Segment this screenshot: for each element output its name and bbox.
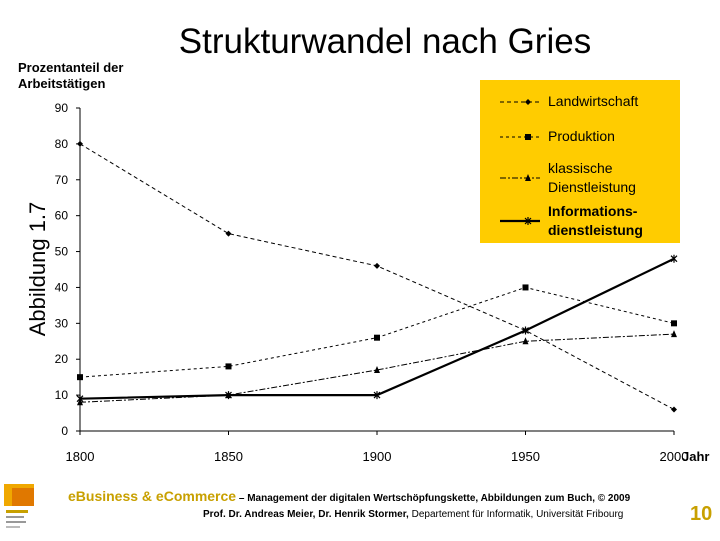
legend-label: klassische Dienstleistung: [548, 160, 636, 195]
x-tick-label: 2000: [660, 449, 689, 464]
chart-legend: Landwirtschaft Produktion klassische Diens…: [480, 80, 680, 243]
y-tick-label: 30: [55, 316, 69, 330]
y-tick-label: 10: [55, 388, 69, 402]
legend-label: Informations- dienstleistung: [548, 203, 643, 238]
x-tick-label: 1800: [66, 449, 95, 464]
data-point: [373, 391, 381, 400]
legend-swatch: [500, 174, 540, 181]
legend-marker: [525, 174, 531, 181]
chart-axes: 0 10 20 30 40 50 60 70 80 90 1800 1850 1900 1950 2000J…: [55, 101, 710, 464]
footer-author-names: Prof. Dr. Andreas Meier, Dr. Henrik Stor…: [203, 509, 412, 520]
y-tick-label: 0: [61, 424, 68, 438]
data-point: [77, 374, 83, 381]
data-point: [76, 394, 84, 403]
footer-brand: eBusiness & eCommerce: [68, 488, 237, 504]
legend-swatch: [500, 134, 540, 140]
data-point: [225, 230, 232, 237]
x-tick-label: 1950: [511, 449, 540, 464]
data-point: [225, 363, 232, 370]
y-tick-label: 90: [55, 101, 69, 115]
footer-department: Departement für Informatik, Universität …: [411, 509, 624, 520]
legend-marker: [525, 99, 531, 105]
data-point: [374, 365, 380, 373]
series-1: [77, 284, 677, 381]
y-tick-label: 70: [55, 173, 69, 187]
footer-title: eBusiness & eCommerce – Management der d…: [68, 488, 630, 504]
y-tick-label: 50: [55, 245, 69, 259]
legend-swatch: [500, 217, 540, 225]
x-axis-label: Jahr: [682, 449, 709, 464]
series-3: [76, 254, 678, 403]
y-tick-label: 60: [55, 209, 69, 223]
series-line: [79, 257, 675, 400]
data-point: [374, 334, 380, 341]
footer-authors: Prof. Dr. Andreas Meier, Dr. Henrik Stor…: [203, 509, 623, 520]
data-point: [522, 284, 529, 291]
legend-label: Landwirtschaft: [548, 93, 639, 109]
y-tick-label: 40: [55, 280, 69, 294]
footer-subtitle: – Management der digitalen Wertschöpfung…: [236, 493, 631, 504]
legend-marker: [524, 217, 532, 225]
x-tick-label: 1850: [214, 449, 243, 464]
y-tick-label: 80: [55, 137, 69, 151]
legend-swatch: [500, 99, 540, 105]
data-point: [77, 140, 83, 147]
legend-marker: [525, 134, 531, 140]
slide-title: Strukturwandel nach Gries: [178, 22, 592, 61]
data-point: [671, 406, 677, 413]
data-point: [671, 330, 677, 338]
data-point: [522, 337, 529, 345]
legend-label: Produktion: [548, 128, 615, 144]
data-point: [671, 320, 677, 327]
series-line: [79, 333, 675, 403]
data-point: [225, 391, 232, 400]
data-point: [374, 262, 380, 269]
data-point: [670, 254, 678, 263]
data-point: [522, 326, 529, 335]
y-tick-label: 20: [55, 352, 69, 366]
y-axis-caption: Prozentanteil der Arbeitstätigen: [18, 60, 124, 91]
chart-series: [76, 140, 678, 413]
page-number: 10: [690, 503, 713, 525]
x-tick-label: 1900: [363, 449, 392, 464]
book-logo: [2, 482, 50, 536]
